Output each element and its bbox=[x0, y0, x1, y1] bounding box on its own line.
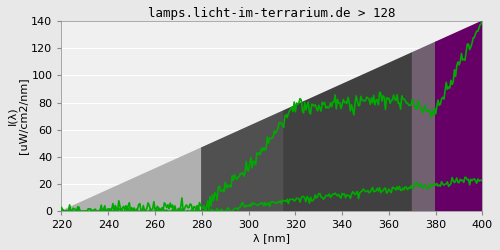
Polygon shape bbox=[284, 53, 412, 211]
Title: lamps.licht-im-terrarium.de > 128: lamps.licht-im-terrarium.de > 128 bbox=[148, 7, 396, 20]
Y-axis label: I(λ)
[uW/cm2/nm]: I(λ) [uW/cm2/nm] bbox=[7, 78, 28, 154]
Polygon shape bbox=[202, 111, 283, 211]
Polygon shape bbox=[436, 21, 482, 211]
Polygon shape bbox=[62, 148, 202, 211]
X-axis label: λ [nm]: λ [nm] bbox=[254, 233, 290, 243]
Polygon shape bbox=[412, 42, 436, 211]
